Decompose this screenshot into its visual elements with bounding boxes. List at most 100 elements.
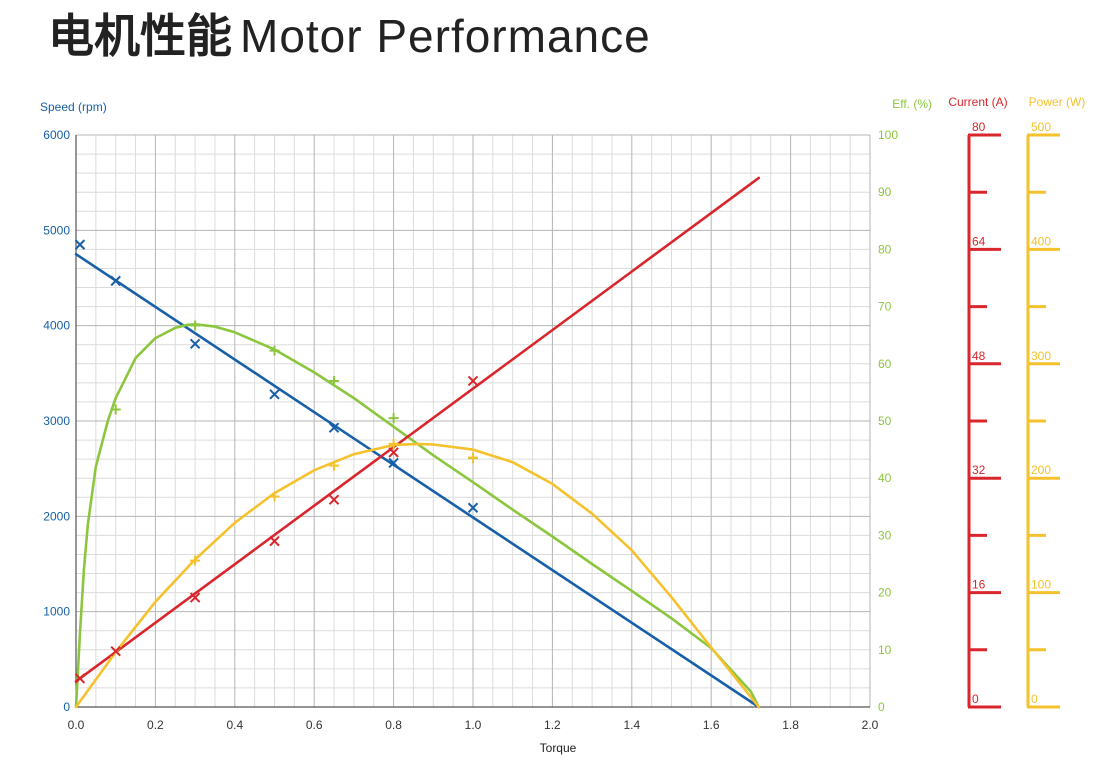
speed-tick-label: 4000	[43, 319, 70, 333]
efficiency-marker	[388, 413, 399, 424]
efficiency-data-point	[190, 320, 201, 331]
speed-tick-label: 2000	[43, 509, 70, 523]
current-marker	[467, 375, 479, 387]
speed-tick-label: 0	[63, 700, 70, 714]
efficiency-tick-label: 20	[878, 586, 892, 600]
efficiency-data-point	[110, 404, 121, 415]
x-tick-label: 0.8	[385, 718, 402, 732]
current-marker	[328, 494, 340, 505]
efficiency-data-point	[388, 413, 399, 424]
page-title: 电机性能 Motor Performance	[48, 6, 651, 66]
efficiency-axis-title: Eff. (%)	[892, 97, 932, 111]
current-data-point	[328, 494, 340, 505]
speed-tick-label: 5000	[43, 223, 70, 237]
current-axis-title: Current (A)	[948, 95, 1007, 109]
power-data-point	[329, 460, 340, 471]
efficiency-tick-label: 0	[878, 700, 885, 714]
efficiency-tick-label: 90	[878, 185, 892, 199]
speed-axis-title: Speed (rpm)	[40, 100, 107, 114]
speed-data-point	[328, 422, 340, 433]
speed-data-point	[110, 275, 121, 287]
speed-marker	[467, 502, 479, 513]
efficiency-marker	[329, 375, 340, 386]
speed-data-point	[74, 239, 86, 250]
speed-marker	[110, 275, 121, 287]
speed-data-point	[388, 457, 399, 469]
power-marker	[269, 491, 280, 502]
efficiency-tick-label: 50	[878, 414, 892, 428]
speed-data-point	[269, 389, 280, 400]
power-scale: 0 100 200 300 400 500 Power (W)	[1026, 95, 1086, 709]
current-tick-label: 32	[972, 463, 986, 477]
current-tick-label: 0	[972, 692, 979, 706]
speed-tick-label: 1000	[43, 605, 70, 619]
power-axis-title: Power (W)	[1029, 95, 1086, 109]
chart-grid	[75, 134, 871, 708]
power-data-point	[190, 555, 201, 566]
power-tick-label: 0	[1031, 692, 1038, 706]
efficiency-marker	[110, 404, 121, 415]
efficiency-tick-label: 10	[878, 643, 892, 657]
power-tick-label: 100	[1031, 578, 1051, 592]
power-curve	[74, 442, 761, 709]
x-tick-label: 1.0	[465, 718, 482, 732]
current-data-point	[269, 535, 280, 547]
efficiency-tick-label: 40	[878, 471, 892, 485]
power-marker	[388, 438, 399, 449]
current-data-point	[189, 592, 201, 603]
current-data-point	[467, 375, 479, 387]
efficiency-tick-label: 60	[878, 357, 892, 371]
x-tick-label: 2.0	[862, 718, 879, 732]
current-curve	[74, 176, 761, 683]
speed-marker	[189, 338, 201, 349]
side-scales: 0 16 32 48 64 80 Current (A) 0 100 200 300 400 500 Po…	[948, 95, 1086, 709]
power-data-point	[269, 491, 280, 502]
x-tick-label: 1.6	[703, 718, 720, 732]
power-data-point	[468, 452, 478, 463]
x-tick-label: 0.6	[306, 718, 323, 732]
efficiency-tick-label: 100	[878, 128, 898, 142]
current-tick-label: 80	[972, 120, 986, 134]
efficiency-tick-label: 80	[878, 242, 892, 256]
efficiency-data-point	[329, 375, 340, 386]
x-tick-label: 0.0	[68, 718, 85, 732]
current-tick-label: 16	[972, 578, 986, 592]
speed-curve	[74, 252, 761, 709]
current-tick-label: 64	[972, 234, 986, 248]
current-data-point	[110, 646, 121, 657]
efficiency-tick-label: 30	[878, 528, 892, 542]
current-marker	[110, 646, 121, 657]
efficiency-marker	[269, 345, 280, 356]
current-data-point	[74, 673, 86, 684]
x-axis-title: Torque	[540, 741, 577, 755]
efficiency-data-point	[269, 345, 280, 356]
efficiency-marker	[190, 320, 201, 331]
chart-markers	[74, 239, 479, 684]
efficiency-curve	[74, 322, 761, 709]
power-data-point	[388, 438, 399, 449]
current-marker	[388, 447, 399, 458]
x-tick-label: 0.2	[147, 718, 164, 732]
power-tick-label: 300	[1031, 349, 1051, 363]
page-title-en: Motor Performance	[240, 10, 651, 62]
current-data-point	[388, 447, 399, 458]
x-tick-label: 0.4	[226, 718, 243, 732]
power-tick-label: 500	[1031, 120, 1051, 134]
chart-curves	[74, 176, 761, 709]
current-marker	[269, 535, 280, 547]
speed-tick-label: 3000	[43, 414, 70, 428]
power-marker	[190, 555, 201, 566]
speed-data-point	[467, 502, 479, 513]
chart-axes: 0.0 0.2 0.4 0.6 0.8 1.0 1.2 1.4 1.6 1.8 2.0 Torque 0…	[40, 97, 932, 755]
power-tick-label: 400	[1031, 234, 1051, 248]
efficiency-tick-label: 70	[878, 300, 892, 314]
x-tick-label: 1.2	[544, 718, 561, 732]
current-marker	[74, 673, 86, 684]
speed-marker	[388, 457, 399, 469]
speed-tick-label: 6000	[43, 128, 70, 142]
power-tick-label: 200	[1031, 463, 1051, 477]
page-title-cn: 电机性能	[48, 9, 232, 63]
speed-marker	[74, 239, 86, 250]
current-scale: 0 16 32 48 64 80 Current (A)	[948, 95, 1008, 709]
